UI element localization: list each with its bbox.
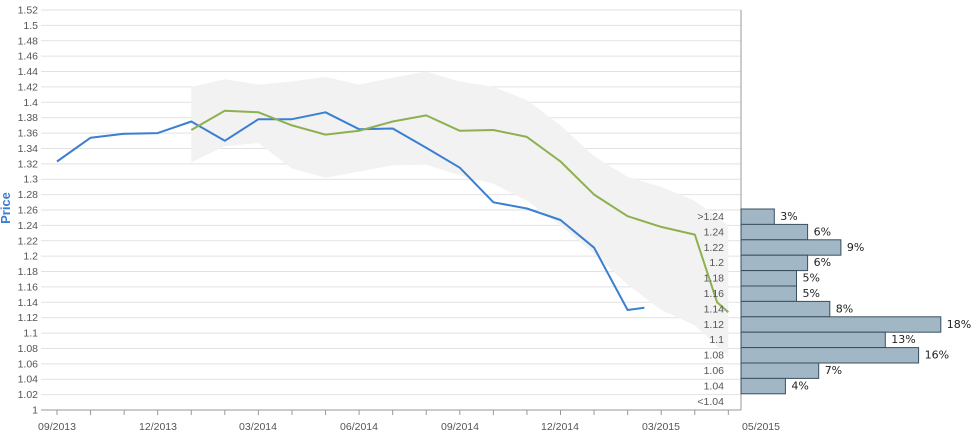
y-tick-label: 1.32: [18, 158, 39, 170]
y-tick-label: 1.52: [18, 5, 39, 17]
y-tick-label: 1.5: [23, 20, 38, 32]
y-tick-label: 1.02: [18, 389, 39, 401]
y-tick-label: 1.06: [18, 358, 39, 370]
x-tick-label: 03/2014: [239, 421, 277, 433]
distribution-bar: [740, 300, 831, 318]
series-lines: [56, 109, 729, 314]
distribution-bin-label: 1.08: [704, 350, 725, 362]
distribution-bin-label: >1.24: [697, 211, 724, 223]
y-tick-label: 1.08: [18, 343, 39, 355]
distribution-percent-label: 13%: [891, 333, 915, 346]
forecast-price-line: [190, 109, 729, 314]
distribution-percent-label: 16%: [925, 349, 949, 362]
distribution-bar: [740, 208, 775, 225]
distribution-percent-label: 4%: [791, 379, 808, 392]
y-tick-label: 1.14: [18, 297, 39, 309]
distribution-percent-label: 8%: [836, 302, 853, 315]
y-tick-label: 1.36: [18, 128, 39, 140]
y-axis-label: Price: [0, 192, 13, 224]
y-tick-label: 1.42: [18, 81, 39, 93]
x-tick-label: 09/2014: [441, 421, 479, 433]
distribution-bar: [740, 362, 820, 379]
x-axis-ticks: 09/2013 12/2013 03/2014 06/2014 09/2014 12/20…: [38, 410, 780, 433]
distribution-bin-label: 1.22: [704, 242, 725, 254]
distribution-bin-label: 1.24: [704, 226, 725, 238]
forecast-range-area: [191, 71, 729, 357]
x-tick-label: 12/2014: [541, 421, 579, 433]
y-tick-label: 1.3: [23, 174, 38, 186]
y-axis-ticks: 1 1.02 1.04 1.06 1.08 1.1 1.12 1.14 1.16 1.18 1.2 1…: [18, 5, 39, 417]
distribution-bar: [740, 331, 886, 349]
distribution-bar: [740, 377, 786, 395]
distribution-bar: [740, 223, 809, 241]
distribution-bin-label: 1.04: [704, 380, 725, 392]
distribution-percent-label: 6%: [814, 225, 831, 238]
x-tick-label: 09/2013: [38, 421, 76, 433]
distribution-bin-label: 1.14: [704, 303, 725, 315]
distribution-percent-label: 18%: [947, 318, 971, 331]
y-tick-label: 1.2: [23, 251, 38, 263]
x-tick-label: 12/2013: [139, 421, 177, 433]
distribution-bin-label: 1.06: [704, 365, 725, 377]
y-tick-label: 1.24: [18, 220, 39, 232]
y-tick-label: 1: [32, 405, 38, 417]
distribution-percent-label: 5%: [803, 272, 820, 285]
y-tick-label: 1.44: [18, 66, 39, 78]
x-tick-label: 03/2015: [642, 421, 680, 433]
distribution-bar: [740, 270, 797, 287]
distribution-percent-label: 7%: [825, 364, 842, 377]
distribution-percent-label: 9%: [847, 241, 864, 254]
y-tick-label: 1.1: [23, 328, 38, 340]
forecast-range-band: [191, 71, 729, 357]
y-tick-label: 1.22: [18, 235, 39, 247]
x-tick-label: 05/2015: [742, 421, 780, 433]
distribution-percent-label: 3%: [780, 210, 797, 223]
distribution-bin-label: 1.1: [709, 334, 724, 346]
distribution-bin-label: 1.12: [704, 319, 725, 331]
distribution-bar: [740, 347, 920, 364]
x-tick-label: 06/2014: [340, 421, 378, 433]
y-tick-label: 1.34: [18, 143, 39, 155]
y-tick-label: 1.12: [18, 312, 39, 324]
distribution-percent-label: 5%: [803, 287, 820, 300]
distribution-bar: [740, 285, 797, 302]
distribution-percent-label: 6%: [814, 256, 831, 269]
y-tick-label: 1.38: [18, 112, 39, 124]
y-tick-label: 1.48: [18, 35, 39, 47]
distribution-bin-label: 1.16: [704, 288, 725, 300]
y-tick-label: 1.18: [18, 266, 39, 278]
distribution-bar: [740, 316, 942, 333]
y-tick-label: 1.04: [18, 374, 39, 386]
distribution-bar: [740, 254, 809, 272]
distribution-bin-label: 1.18: [704, 273, 725, 285]
y-tick-label: 1.28: [18, 189, 39, 201]
y-tick-label: 1.46: [18, 51, 39, 63]
y-tick-label: 1.26: [18, 205, 39, 217]
distribution-bin-label: 1.2: [709, 257, 724, 269]
actual-price-line: [56, 111, 645, 311]
distribution-bin-label: <1.04: [697, 396, 724, 408]
y-tick-label: 1.16: [18, 281, 39, 293]
y-tick-label: 1.4: [23, 97, 38, 109]
probability-distribution: >1.24 3%1.24 6%1.22 9%1.2 6%1.18 5%1.16 5%1.14…: [697, 208, 971, 408]
distribution-bar: [740, 239, 842, 256]
